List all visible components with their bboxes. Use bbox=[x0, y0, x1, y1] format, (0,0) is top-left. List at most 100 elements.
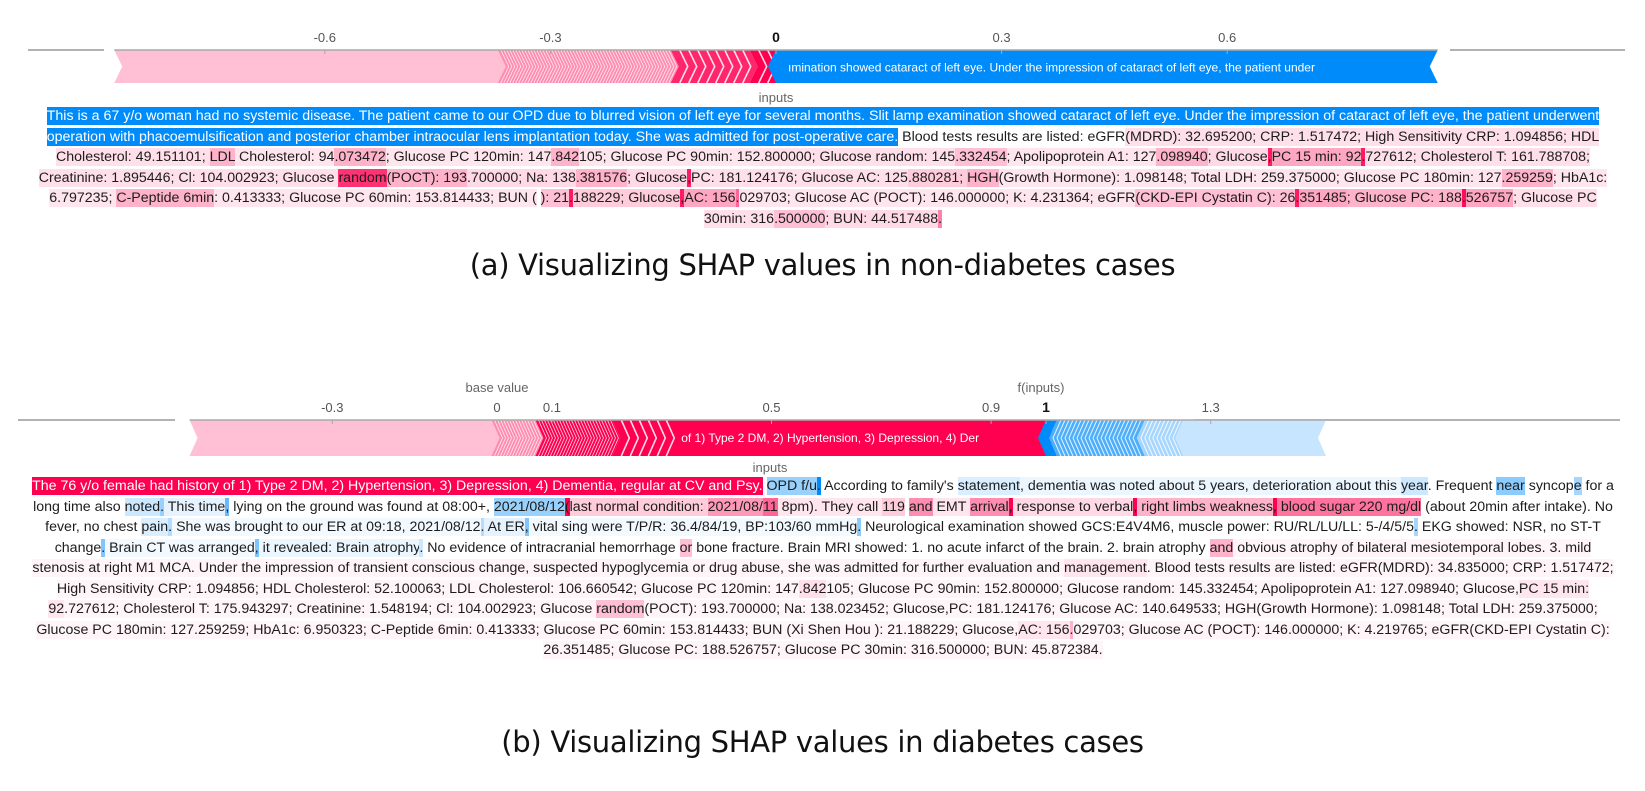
chevron-mark bbox=[583, 419, 592, 457]
shap-token: Neurological examination showed GCS:E4V4… bbox=[861, 519, 1414, 535]
chevron-mark bbox=[578, 49, 588, 84]
shap-token: According to family's bbox=[820, 478, 958, 494]
shap-token: (POCT): 193 bbox=[386, 168, 467, 187]
chevron-mark bbox=[1088, 419, 1098, 457]
shap-token: ; Glucose bbox=[1207, 148, 1268, 166]
shap-token: She was brought to our ER at 09:18, 2021… bbox=[172, 518, 481, 536]
chevron-mark bbox=[1076, 419, 1086, 457]
chevron-mark bbox=[697, 49, 707, 84]
chevron-mark bbox=[724, 49, 734, 84]
shap-token: ( bbox=[564, 497, 570, 516]
shap-token: for a long time also bbox=[33, 478, 1614, 515]
shap-token: .842 bbox=[798, 579, 827, 598]
shap-token: . bbox=[1069, 620, 1074, 639]
chevron-mark bbox=[688, 49, 698, 84]
shap-token: ; Glucose PC 120min: 147 bbox=[385, 148, 552, 166]
chevron-mark bbox=[551, 49, 561, 84]
shap-token: . bbox=[101, 538, 106, 557]
shap-token: . bbox=[857, 518, 862, 536]
chevron-mark bbox=[569, 49, 579, 84]
shap-token: . bbox=[1295, 189, 1300, 207]
chevron-mark bbox=[1112, 419, 1122, 457]
shap-token: The 76 y/o female had history of 1) Type… bbox=[32, 477, 763, 495]
chevron-mark bbox=[1116, 419, 1126, 457]
chevron-mark bbox=[527, 49, 537, 84]
shap-text-b: The 76 y/o female had history of 1) Type… bbox=[28, 476, 1618, 661]
axis-tick-label: 0.5 bbox=[762, 400, 780, 415]
force-plot-panel-b: of 1) Type 2 DM, 2) Hypertension, 3) Dep… bbox=[0, 378, 1645, 698]
chevron-mark bbox=[503, 419, 512, 457]
shap-token: . bbox=[569, 189, 573, 207]
chevron-mark bbox=[1152, 419, 1162, 457]
chevron-mark bbox=[623, 49, 633, 84]
chevron-mark bbox=[512, 419, 521, 457]
chevron-mark bbox=[1056, 419, 1066, 457]
shap-token: . bbox=[160, 497, 165, 516]
chevron-mark bbox=[509, 419, 518, 457]
force-plot-b: of 1) Type 2 DM, 2) Hypertension, 3) Dep… bbox=[18, 380, 1620, 457]
shap-token: .332454 bbox=[955, 148, 1007, 166]
shap-token: .842 bbox=[551, 148, 579, 166]
chevron-mark bbox=[608, 49, 618, 84]
axis-tick-label: 1.3 bbox=[1202, 400, 1220, 415]
shap-token: (Growth Hormone): 1.098148; Total LDH: 2… bbox=[998, 168, 1502, 187]
chevron-mark bbox=[1096, 419, 1106, 457]
shap-token: ; Glucose bbox=[627, 168, 688, 187]
inputs-label-b: inputs bbox=[752, 460, 788, 475]
shap-token: , bbox=[1008, 497, 1013, 516]
chevron-mark bbox=[617, 49, 627, 84]
chevron-mark bbox=[542, 49, 552, 84]
chevron-mark bbox=[524, 49, 534, 84]
chevron-mark bbox=[1132, 419, 1142, 457]
shap-token: , bbox=[680, 189, 685, 207]
shap-token: .880281; bbox=[907, 168, 968, 187]
shap-token: . bbox=[1413, 518, 1418, 536]
axis-tick-label: 0.1 bbox=[543, 400, 561, 415]
shap-token: No evidence of intracranial hemorrhage bbox=[423, 539, 680, 556]
chevron-mark bbox=[509, 49, 519, 84]
axis-tick-label: 0.6 bbox=[1218, 30, 1236, 45]
shap-token: .500000 bbox=[774, 209, 826, 228]
chevron-mark bbox=[562, 419, 571, 457]
chevron-mark bbox=[605, 49, 615, 84]
force-plot-panel-a: ımination showed cataract of left eye. U… bbox=[0, 0, 1645, 250]
shap-token: management bbox=[1063, 559, 1147, 577]
chevron-mark bbox=[733, 49, 743, 84]
chevron-mark bbox=[568, 419, 577, 457]
chevron-mark bbox=[575, 49, 585, 84]
axis-tick-label: 0 bbox=[772, 29, 780, 45]
chevron-mark bbox=[1172, 419, 1182, 457]
chevron-mark bbox=[626, 49, 636, 84]
shap-token: . Frequent bbox=[1427, 478, 1497, 494]
chevron-mark bbox=[620, 49, 630, 84]
chevron-mark bbox=[620, 419, 631, 457]
negative-shap-segment bbox=[1175, 420, 1326, 456]
chevron-mark bbox=[518, 419, 527, 457]
shap-token: right limbs weakness bbox=[1137, 497, 1273, 516]
chevron-mark bbox=[527, 419, 536, 457]
chevron-mark bbox=[757, 49, 768, 84]
shap-token: HGH bbox=[967, 168, 999, 187]
axis-tick-label: 0 bbox=[493, 400, 500, 415]
shap-token: : 0.413333; Glucose PC 60min: 153.814433… bbox=[214, 189, 537, 207]
chevron-mark bbox=[577, 419, 586, 457]
chevron-mark bbox=[556, 419, 565, 457]
shap-token: ; BUN: 44.517488 bbox=[825, 209, 939, 228]
shap-token: (CKD-EPI Cystatin C): 26 bbox=[1135, 189, 1296, 207]
chevron-mark bbox=[574, 419, 583, 457]
chevron-mark bbox=[500, 419, 509, 457]
shap-token: OPD f/u bbox=[766, 477, 817, 495]
chevron-mark bbox=[1080, 419, 1090, 457]
shap-token: .727612; Cholesterol T: 175.943297; Crea… bbox=[64, 600, 597, 618]
shap-token: response to verbal bbox=[1012, 497, 1134, 516]
shap-token: Blood tests results are listed: eGFR bbox=[898, 128, 1126, 145]
chevron-mark bbox=[524, 419, 533, 457]
shap-token: ; Glucose PC: 188 bbox=[1346, 189, 1462, 207]
positive-shap-segment bbox=[114, 50, 506, 83]
negative-shap-segment bbox=[1038, 420, 1057, 456]
chevron-mark bbox=[554, 49, 564, 84]
chevron-mark bbox=[1148, 419, 1158, 457]
shap-token: 029703; Glucose AC (POCT): 146.000000; K… bbox=[739, 189, 1136, 207]
chevron-mark bbox=[659, 49, 669, 84]
chevron-mark bbox=[602, 49, 612, 84]
